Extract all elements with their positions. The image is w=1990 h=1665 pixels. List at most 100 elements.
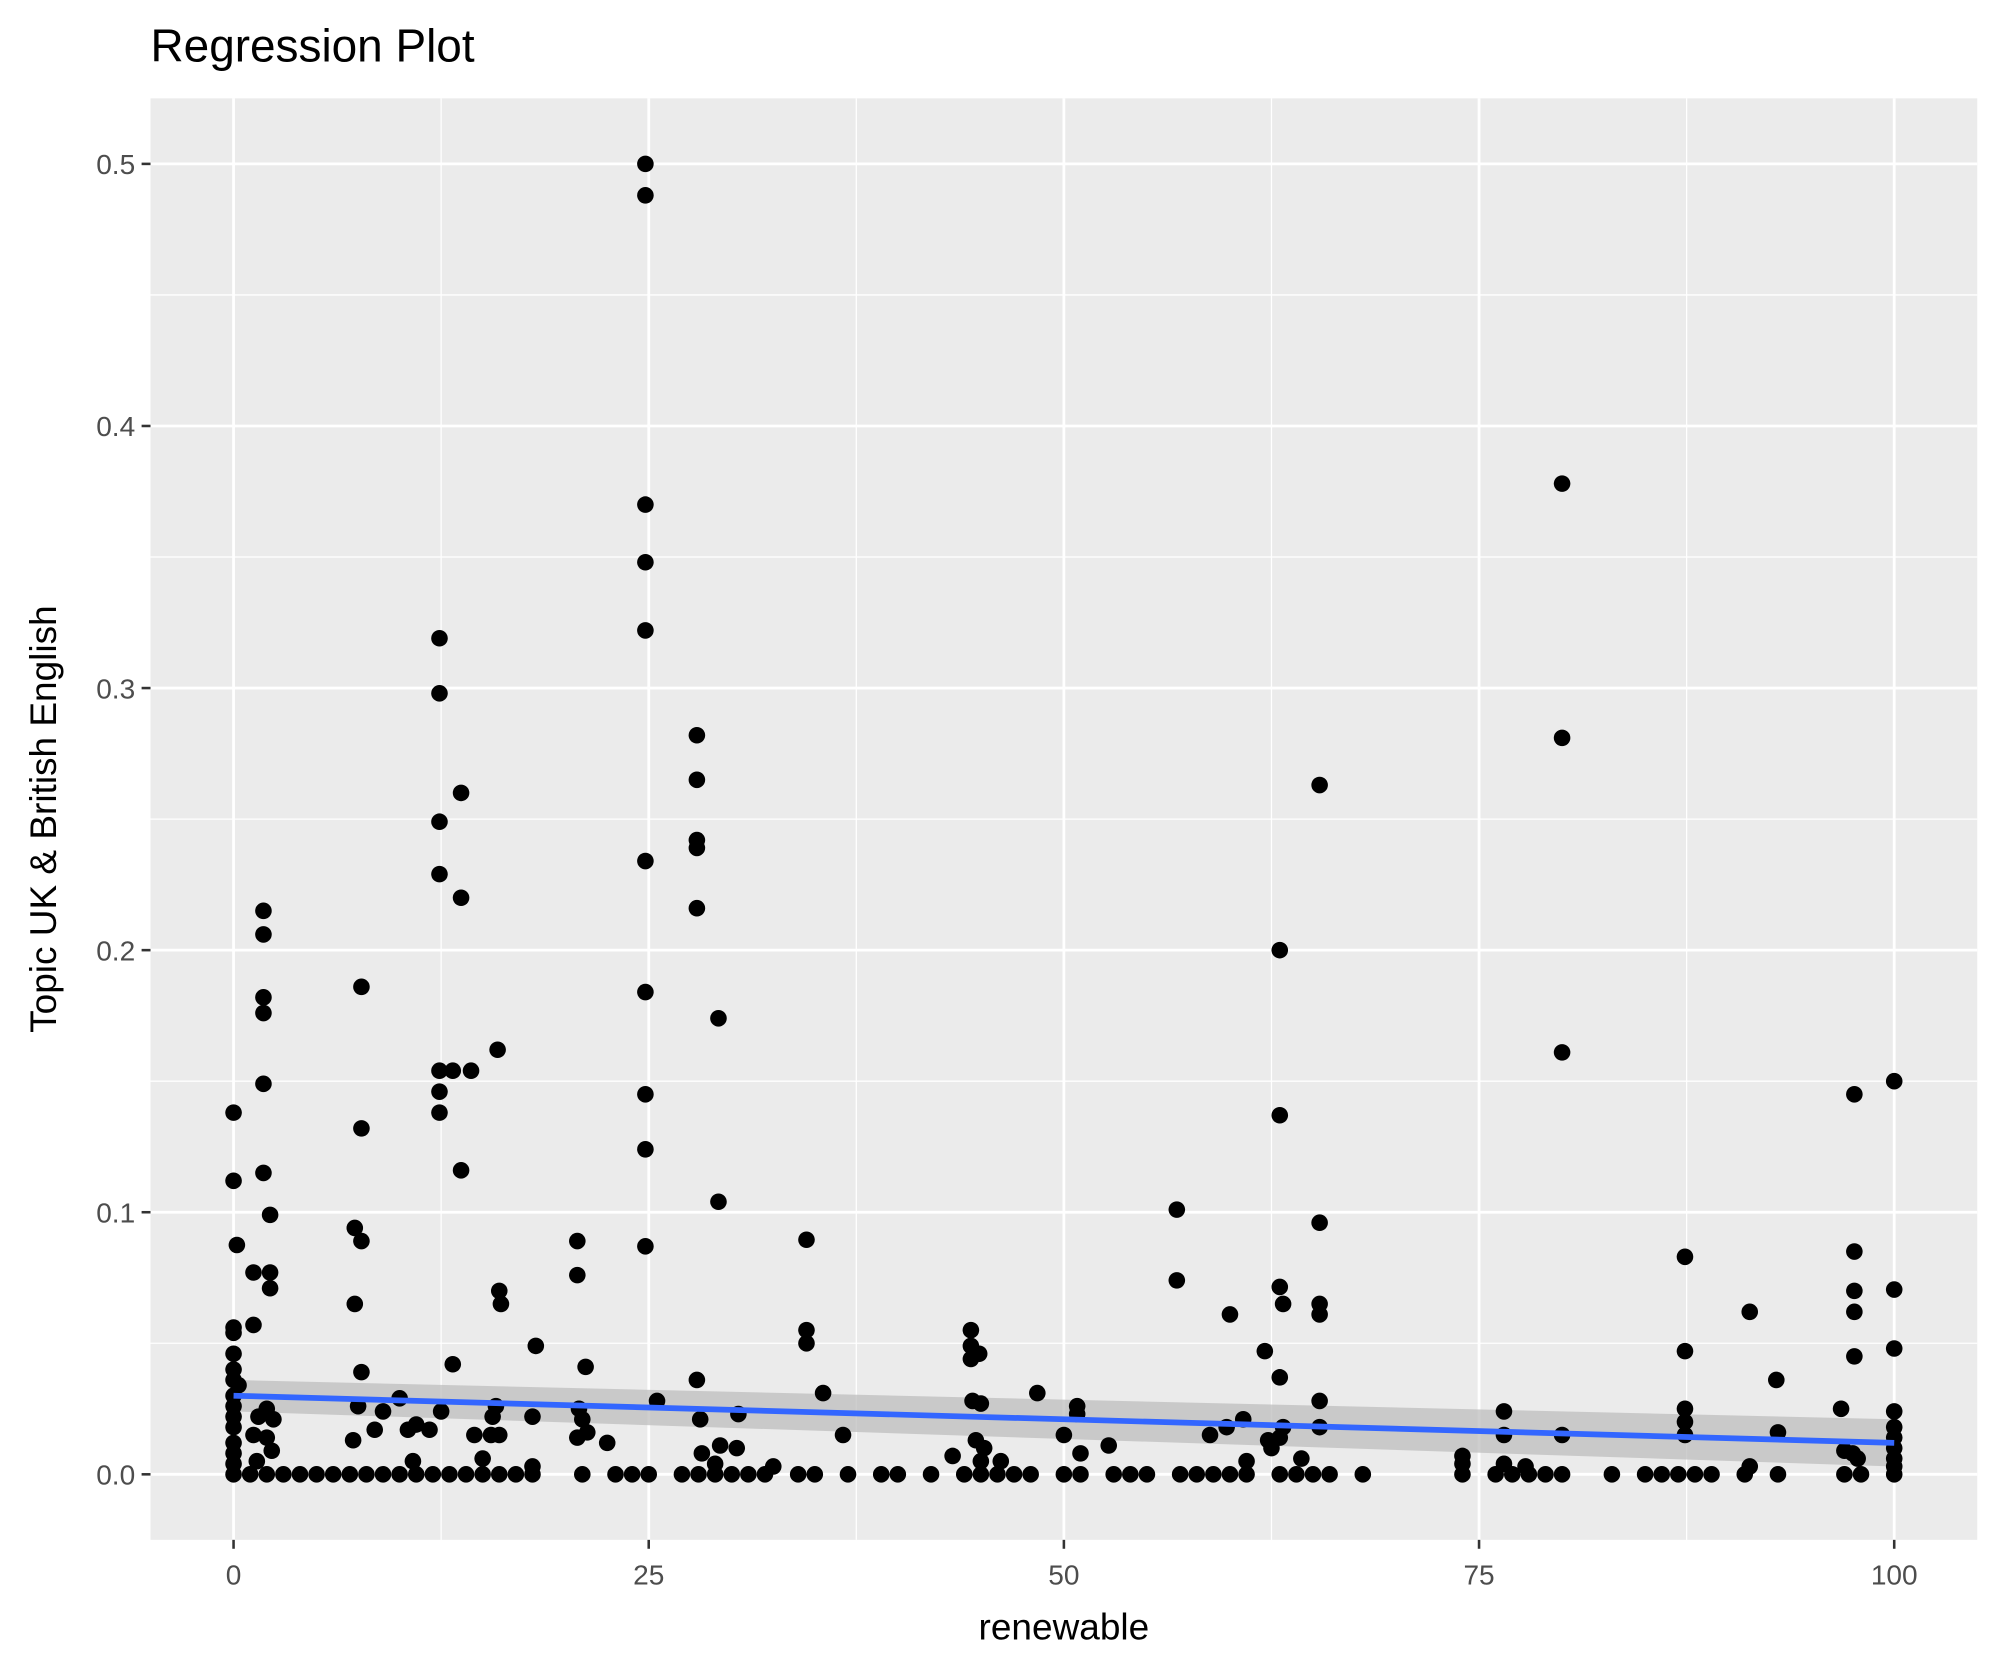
data-point [1238,1466,1255,1483]
data-point [834,1426,852,1444]
data-point [248,1452,266,1470]
data-point [1487,1466,1504,1483]
x-tick-label: 50 [1048,1559,1079,1590]
data-point [1055,1426,1073,1444]
data-point [944,1447,961,1465]
data-point [1256,1342,1274,1360]
data-point [374,1403,392,1420]
data-point [1520,1466,1538,1483]
data-point [466,1426,483,1444]
y-tick-label: 0.5 [96,149,135,180]
data-point [1676,1342,1694,1360]
data-point [1885,1340,1903,1357]
data-point [484,1408,501,1425]
data-point [710,1193,727,1211]
data-point [255,902,272,920]
data-point [1670,1466,1687,1483]
data-point [1769,1466,1787,1483]
data-point [1293,1450,1310,1467]
data-point [265,1410,282,1428]
data-point [728,1439,746,1457]
data-point [431,685,448,702]
data-point [688,1371,706,1389]
data-point [431,629,448,647]
data-point [1553,729,1571,747]
data-point [255,926,272,943]
data-point [1168,1201,1186,1218]
data-point [1321,1466,1338,1483]
data-point [1852,1466,1870,1483]
data-point [1288,1466,1305,1483]
data-point [1029,1384,1046,1402]
data-point [972,1395,990,1412]
data-point [1553,475,1571,492]
data-point [308,1466,325,1483]
data-point [431,813,448,831]
data-point [1271,1106,1289,1124]
data-point [972,1466,990,1483]
data-point [1686,1466,1704,1483]
data-point [1311,776,1328,794]
data-point [1768,1371,1785,1389]
data-point [474,1466,491,1483]
data-point [1271,1429,1289,1446]
data-point [1603,1466,1621,1483]
data-point [1271,941,1289,959]
data-point [492,1295,510,1313]
data-point [1849,1450,1866,1467]
data-point [1105,1466,1122,1483]
data-point [637,496,654,513]
data-point [255,1004,272,1022]
data-point [1495,1403,1513,1420]
data-point [637,553,654,571]
data-point [462,1062,480,1080]
data-point [569,1232,586,1250]
data-point [490,1282,508,1300]
data-point [1769,1424,1787,1441]
data-point [1072,1466,1089,1483]
data-point [688,899,706,917]
y-tick-label: 0.3 [96,673,135,704]
data-point [1741,1303,1759,1321]
data-point [889,1466,907,1483]
data-point [291,1466,309,1483]
data-point [1271,1466,1289,1483]
data-point [970,1345,988,1363]
data-point [1885,1466,1903,1483]
data-point [407,1466,425,1483]
data-point [756,1466,774,1483]
data-point [691,1410,709,1428]
data-point [1703,1466,1720,1483]
data-point [673,1466,691,1483]
data-point [1454,1466,1471,1483]
y-axis-title: Topic UK & British English [23,605,64,1033]
data-point [1846,1348,1863,1365]
data-point [431,865,448,883]
data-point [346,1219,364,1237]
data-point [225,1466,242,1483]
data-point [1168,1272,1186,1289]
data-point [245,1426,262,1444]
data-point [962,1321,980,1339]
data-point [1221,1306,1239,1323]
data-point [225,1172,242,1190]
data-point [1885,1403,1903,1420]
data-point [230,1376,247,1394]
data-point [637,1141,654,1158]
data-point [1304,1466,1322,1483]
data-point [441,1466,458,1483]
data-point [391,1466,408,1483]
data-point [524,1408,541,1425]
data-point [366,1421,384,1439]
data-point [1274,1295,1292,1313]
data-point [1201,1426,1219,1444]
data-point [789,1466,807,1483]
data-point [255,989,272,1006]
data-point [432,1403,450,1420]
data-point [1311,1214,1328,1232]
data-point [1832,1400,1850,1418]
data-point [711,1437,729,1454]
data-point [623,1466,641,1483]
data-point [1238,1452,1255,1470]
